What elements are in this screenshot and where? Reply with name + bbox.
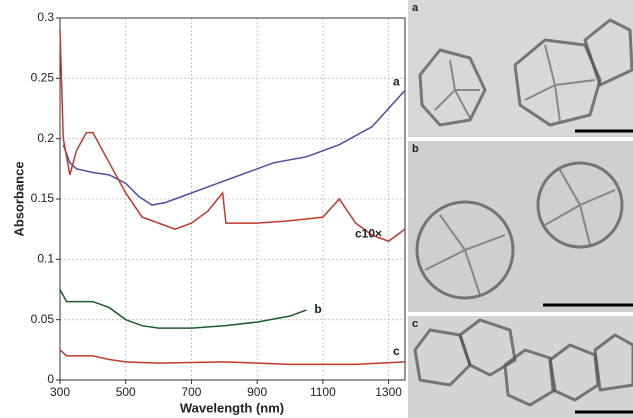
x-tick-label: 700	[181, 385, 201, 399]
series-label: b	[314, 302, 321, 316]
y-tick-label: 0.3	[37, 10, 54, 24]
tem-panels: a b c	[408, 0, 633, 418]
x-tick-label: 900	[247, 385, 267, 399]
series-line	[62, 89, 406, 206]
series-label: a	[393, 75, 400, 89]
y-tick-label: 0.25	[31, 71, 55, 85]
particle	[434, 59, 480, 119]
particle	[458, 318, 517, 377]
panel-label: b	[412, 143, 419, 155]
particle	[544, 169, 616, 246]
particle	[513, 38, 602, 127]
particle	[593, 333, 633, 392]
series-line	[59, 349, 406, 366]
series-label: c10×	[355, 226, 382, 240]
y-tick-label: 0.15	[31, 191, 55, 205]
particle	[583, 18, 633, 87]
tem-image	[408, 0, 633, 137]
panel-label: c	[412, 318, 418, 330]
x-tick-label: 300	[50, 385, 70, 399]
y-tick-label: 0.2	[37, 131, 54, 145]
series-label: c	[393, 344, 400, 358]
tem-image	[408, 141, 633, 312]
particle	[415, 200, 515, 300]
y-tick-label: 0.05	[31, 312, 55, 326]
particle	[418, 48, 487, 127]
y-tick-label: 0	[47, 372, 54, 386]
x-tick-label: 500	[116, 385, 136, 399]
x-tick-label: 1100	[310, 385, 336, 399]
panel-label: a	[412, 2, 419, 14]
series-line	[59, 289, 307, 329]
particle	[524, 44, 596, 123]
y-axis-title: Absorbance	[11, 161, 26, 236]
particle	[424, 214, 506, 296]
x-axis-title: Wavelength (nm)	[180, 400, 284, 415]
particle	[536, 161, 624, 249]
plot-frame	[59, 17, 406, 381]
series-line	[59, 30, 406, 243]
x-tick-label: 1300	[375, 385, 402, 399]
y-tick-label: 0.1	[37, 252, 54, 266]
